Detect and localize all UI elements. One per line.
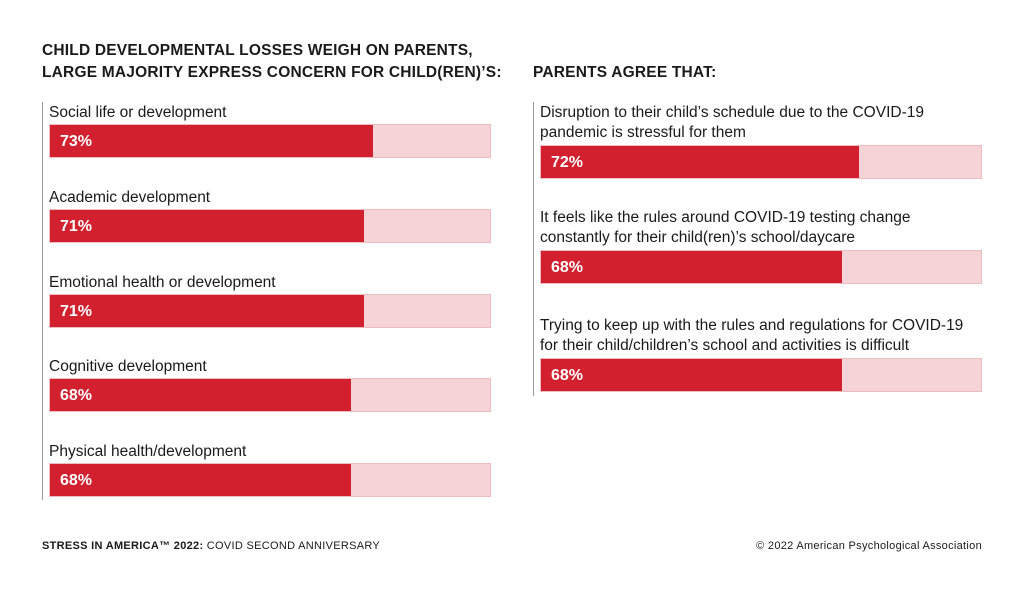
agree-category-label: Trying to keep up with the rules and reg…: [540, 317, 964, 354]
agree-bar-track: 72%: [540, 145, 982, 179]
concern-bar: [50, 464, 351, 496]
agree-value-label: 68%: [551, 367, 584, 384]
concern-bar-track: 68%: [49, 378, 491, 412]
concern-category-label: Emotional health or development: [49, 274, 276, 291]
concern-category-label: Social life or development: [49, 104, 227, 121]
concern-value-label: 73%: [60, 133, 93, 150]
footer-source-rest: COVID SECOND ANNIVERSARY: [203, 540, 381, 552]
concern-bar-track: 68%: [49, 463, 491, 497]
footer-source-bold: STRESS IN AMERICA™ 2022:: [42, 540, 204, 552]
concern-category-label: Academic development: [49, 189, 211, 206]
left-chart-title: CHILD DEVELOPMENTAL LOSSES WEIGH ON PARE…: [42, 42, 502, 81]
concern-value-label: 71%: [60, 218, 93, 235]
footer-source: STRESS IN AMERICA™ 2022: COVID SECOND AN…: [42, 540, 380, 552]
concern-category-label: Physical health/development: [49, 443, 247, 460]
right-chart-panel: Disruption to their child’s schedule due…: [533, 102, 984, 396]
concern-bar-track: 73%: [49, 124, 491, 158]
agree-bar-track: 68%: [540, 250, 982, 284]
concern-bar-track: 71%: [49, 294, 491, 328]
right-chart-title: PARENTS AGREE THAT:: [533, 64, 717, 81]
agree-value-label: 72%: [551, 154, 584, 171]
agree-bar: [541, 359, 842, 391]
agree-bar: [541, 251, 842, 283]
concern-value-label: 68%: [60, 472, 93, 489]
concern-value-label: 71%: [60, 303, 93, 320]
concern-bar: [50, 295, 364, 327]
agree-bar-track: 68%: [540, 358, 982, 392]
concern-bar: [50, 379, 351, 411]
agree-bar: [541, 146, 859, 178]
concern-bar: [50, 125, 373, 157]
agree-value-label: 68%: [551, 259, 584, 276]
footer-copyright: © 2022 American Psychological Associatio…: [756, 540, 982, 552]
concern-bar: [50, 210, 364, 242]
concern-bar-track: 71%: [49, 209, 491, 243]
left-chart-panel: Social life or development 73% Academic de…: [42, 102, 493, 500]
concern-category-label: Cognitive development: [49, 358, 207, 375]
concern-value-label: 68%: [60, 387, 93, 404]
agree-category-label: It feels like the rules around COVID-19 …: [540, 209, 911, 246]
agree-category-label: Disruption to their child’s schedule due…: [540, 104, 924, 141]
